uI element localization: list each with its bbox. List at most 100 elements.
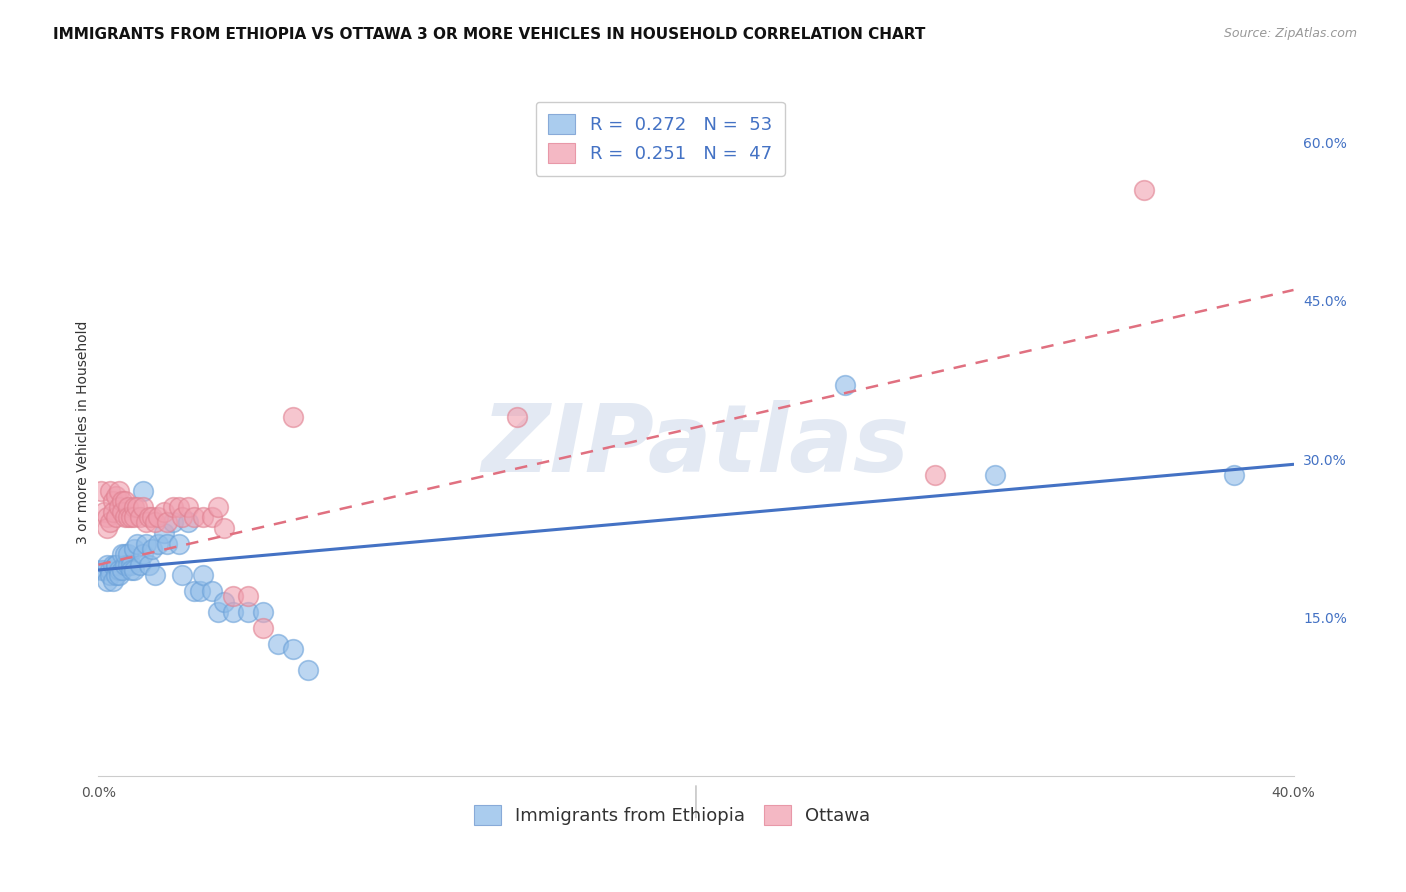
- Point: [98, 568, 122, 582]
- Point: [132, 500, 155, 514]
- Point: [153, 505, 176, 519]
- Point: [108, 483, 131, 498]
- Text: ZIPatlas: ZIPatlas: [482, 401, 910, 492]
- Point: [124, 563, 146, 577]
- Point: [1133, 183, 1156, 197]
- Point: [138, 510, 160, 524]
- Point: [96, 521, 118, 535]
- Point: [111, 547, 134, 561]
- Point: [191, 568, 214, 582]
- Point: [117, 547, 139, 561]
- Point: [103, 494, 125, 508]
- Point: [252, 605, 274, 619]
- Point: [156, 536, 179, 550]
- Point: [212, 595, 235, 609]
- Point: [117, 500, 139, 514]
- Point: [984, 467, 1007, 482]
- Point: [297, 664, 319, 678]
- Point: [114, 547, 136, 561]
- Point: [132, 547, 155, 561]
- Point: [281, 642, 304, 657]
- Point: [90, 483, 112, 498]
- Y-axis label: 3 or more Vehicles in Household: 3 or more Vehicles in Household: [76, 321, 90, 544]
- Text: IMMIGRANTS FROM ETHIOPIA VS OTTAWA 3 OR MORE VEHICLES IN HOUSEHOLD CORRELATION C: IMMIGRANTS FROM ETHIOPIA VS OTTAWA 3 OR …: [53, 27, 925, 42]
- Point: [120, 563, 142, 577]
- Point: [105, 568, 128, 582]
- Point: [111, 494, 134, 508]
- Point: [506, 409, 529, 424]
- Point: [222, 590, 245, 604]
- Point: [96, 574, 118, 588]
- Point: [207, 605, 229, 619]
- Point: [141, 510, 163, 524]
- Point: [153, 526, 176, 541]
- Point: [172, 568, 194, 582]
- Point: [236, 590, 259, 604]
- Point: [267, 637, 290, 651]
- Point: [207, 500, 229, 514]
- Point: [108, 563, 131, 577]
- Point: [188, 584, 211, 599]
- Point: [135, 536, 157, 550]
- Point: [132, 483, 155, 498]
- Point: [108, 568, 131, 582]
- Point: [138, 558, 160, 572]
- Point: [148, 536, 170, 550]
- Point: [281, 409, 304, 424]
- Point: [135, 516, 157, 530]
- Point: [236, 605, 259, 619]
- Point: [114, 510, 136, 524]
- Point: [143, 516, 166, 530]
- Point: [129, 558, 152, 572]
- Point: [156, 516, 179, 530]
- Point: [98, 563, 122, 577]
- Point: [1223, 467, 1246, 482]
- Text: Source: ZipAtlas.com: Source: ZipAtlas.com: [1223, 27, 1357, 40]
- Point: [924, 467, 946, 482]
- Point: [111, 505, 134, 519]
- Point: [124, 541, 146, 556]
- Point: [162, 516, 184, 530]
- Legend: Immigrants from Ethiopia, Ottawa: Immigrants from Ethiopia, Ottawa: [463, 794, 882, 836]
- Point: [90, 563, 112, 577]
- Point: [120, 510, 142, 524]
- Point: [183, 584, 205, 599]
- Point: [212, 521, 235, 535]
- Point: [127, 500, 149, 514]
- Point: [96, 558, 118, 572]
- Point: [103, 505, 125, 519]
- Point: [96, 510, 118, 524]
- Point: [120, 558, 142, 572]
- Point: [127, 536, 149, 550]
- Point: [183, 510, 205, 524]
- Point: [124, 500, 146, 514]
- Point: [105, 558, 128, 572]
- Point: [143, 568, 166, 582]
- Point: [111, 563, 134, 577]
- Point: [103, 558, 125, 572]
- Point: [177, 500, 200, 514]
- Point: [117, 558, 139, 572]
- Point: [172, 510, 194, 524]
- Point: [834, 378, 856, 392]
- Point: [162, 500, 184, 514]
- Point: [124, 510, 146, 524]
- Point: [148, 510, 170, 524]
- Point: [98, 483, 122, 498]
- Point: [93, 505, 115, 519]
- Point: [167, 536, 190, 550]
- Point: [201, 584, 224, 599]
- Point: [222, 605, 245, 619]
- Point: [177, 516, 200, 530]
- Point: [129, 510, 152, 524]
- Point: [103, 574, 125, 588]
- Point: [93, 563, 115, 577]
- Point: [201, 510, 224, 524]
- Point: [98, 516, 122, 530]
- Point: [108, 500, 131, 514]
- Point: [252, 621, 274, 635]
- Point: [105, 558, 128, 572]
- Point: [117, 510, 139, 524]
- Point: [167, 500, 190, 514]
- Point: [114, 558, 136, 572]
